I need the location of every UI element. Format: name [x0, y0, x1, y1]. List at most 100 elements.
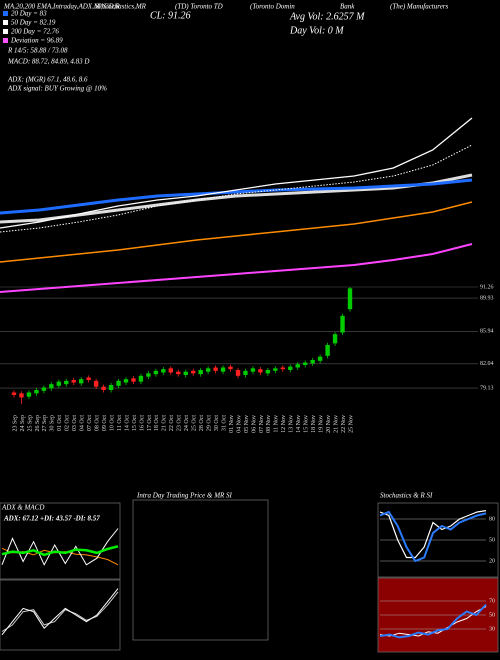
series-line — [0, 173, 473, 224]
x-tick-label: 30 Oct — [214, 415, 220, 431]
x-tick-label: 24 Sep — [20, 415, 26, 432]
candle-body — [198, 370, 203, 375]
legend-swatch — [3, 29, 8, 34]
series-line — [1, 591, 119, 632]
y-tick-label: 20 — [489, 558, 495, 564]
candle-body — [258, 369, 263, 373]
x-tick-label: 18 Nov — [311, 415, 317, 433]
y-tick-label: 79.13 — [480, 385, 494, 391]
candle-body — [49, 384, 54, 389]
x-tick-label: 11 Nov — [274, 415, 280, 433]
x-tick-label: 23 Oct — [177, 415, 183, 431]
candle-body — [340, 315, 345, 333]
x-tick-label: 07 Oct — [87, 415, 93, 431]
candle-body — [19, 393, 24, 398]
candle-body — [64, 380, 69, 385]
x-tick-label: 11 Oct — [117, 415, 123, 431]
x-tick-label: 20 Nov — [326, 415, 332, 433]
y-tick-label: 50 — [489, 612, 495, 618]
candle-body — [235, 370, 241, 376]
y-tick-label: 85.94 — [480, 329, 494, 335]
candle-body — [265, 370, 271, 374]
series-line — [0, 117, 473, 229]
candle-body — [317, 356, 323, 361]
x-tick-label: 18 Oct — [154, 415, 160, 431]
candle-body — [93, 380, 99, 387]
series-line — [379, 510, 487, 563]
day-volume: Day Vol: 0 M — [289, 25, 344, 36]
header-title: MA,20,200 EMA,Intraday,ADX,MACD,R — [3, 3, 120, 11]
indicator-text: R 14/5: 58.88 / 73.08 — [7, 47, 68, 55]
candle-body — [34, 390, 39, 394]
indicator-text: ADX: (MGR) 67.1, 48.6, 8.6 — [7, 76, 88, 84]
x-tick-label: 25 Nov — [348, 415, 354, 433]
candle-body — [250, 368, 256, 372]
x-tick-label: 15 Nov — [304, 415, 310, 433]
panel-subtitle: ADX: 67.12 +DI: 43.57 -DI: 8.57 — [3, 515, 100, 523]
legend-entry: 200 Day = 72.76 — [11, 28, 59, 36]
x-tick-label: 05 Nov — [244, 415, 250, 433]
x-tick-label: 16 Oct — [139, 415, 145, 431]
x-tick-label: 14 Oct — [124, 415, 130, 431]
legend-entry: 50 Day = 82.19 — [11, 19, 56, 27]
series-line — [1, 528, 119, 566]
candle-body — [191, 370, 196, 374]
y-tick-label: 89.93 — [480, 295, 494, 301]
candle-body — [11, 392, 17, 395]
x-tick-label: 03 Oct — [72, 415, 78, 431]
indicator-text: MACD: 88.72, 84.89, 4.83 D — [7, 58, 89, 66]
x-tick-label: 19 Nov — [319, 415, 325, 433]
legend-swatch — [3, 11, 8, 16]
series-line — [0, 178, 473, 215]
x-tick-label: 13 Nov — [289, 415, 295, 433]
series-line — [379, 603, 487, 639]
x-tick-label: 04 Nov — [236, 415, 242, 433]
macd-panel — [0, 579, 121, 651]
x-tick-label: 29 Oct — [207, 415, 213, 431]
avg-volume: Avg Vol: 2.6257 M — [289, 11, 365, 22]
x-tick-label: 14 Nov — [296, 415, 302, 433]
candle-body — [288, 366, 293, 370]
y-tick-label: 91.26 — [480, 284, 494, 290]
series-line — [0, 243, 473, 293]
candle-body — [205, 368, 211, 372]
intraday-title: Intra Day Trading Price & MR SI — [136, 492, 233, 500]
x-tick-label: 17 Oct — [147, 415, 153, 431]
series-line — [379, 510, 487, 559]
adx-panel — [0, 502, 121, 580]
header-title: (The) Manufacturers — [390, 3, 449, 11]
y-tick-label: 82.04 — [480, 361, 494, 367]
legend-entry: Deviation = 96.89 — [10, 37, 63, 45]
panel-title: ADX & MACD — [1, 504, 44, 512]
x-tick-label: 24 Oct — [184, 415, 190, 431]
x-tick-label: 12 Nov — [281, 415, 287, 433]
indicator-text: ADX signal: BUY Growing @ 10% — [7, 85, 107, 93]
series-line — [1, 588, 119, 636]
candle-body — [168, 368, 173, 373]
x-tick-label: 30 Sep — [50, 415, 56, 432]
y-tick-label: 70 — [489, 598, 495, 604]
close-price: CL: 91.26 — [150, 10, 191, 21]
x-tick-label: 22 Nov — [341, 415, 347, 433]
candle-body — [183, 371, 188, 375]
x-tick-label: 06 Nov — [251, 415, 257, 433]
candle-body — [303, 362, 308, 365]
candle-body — [41, 387, 47, 391]
candle-body — [347, 288, 353, 310]
x-tick-label: 22 Oct — [169, 415, 175, 431]
candle-body — [108, 385, 114, 390]
x-tick-label: 01 Nov — [229, 415, 235, 433]
header-title: (Toronto Domin — [250, 3, 295, 11]
x-tick-label: 26 Sep — [35, 415, 41, 432]
y-tick-label: 80 — [489, 516, 495, 522]
candle-body — [86, 377, 91, 380]
x-tick-label: 23 Sep — [12, 415, 18, 432]
candle-body — [332, 334, 338, 344]
x-tick-label: 25 Oct — [192, 415, 198, 431]
legend-swatch — [3, 20, 8, 25]
x-tick-label: 21 Oct — [162, 415, 168, 431]
series-line — [1, 545, 119, 557]
x-tick-label: 21 Nov — [333, 415, 339, 433]
x-tick-label: 02 Oct — [65, 415, 71, 431]
x-tick-label: 25 Sep — [27, 415, 33, 432]
